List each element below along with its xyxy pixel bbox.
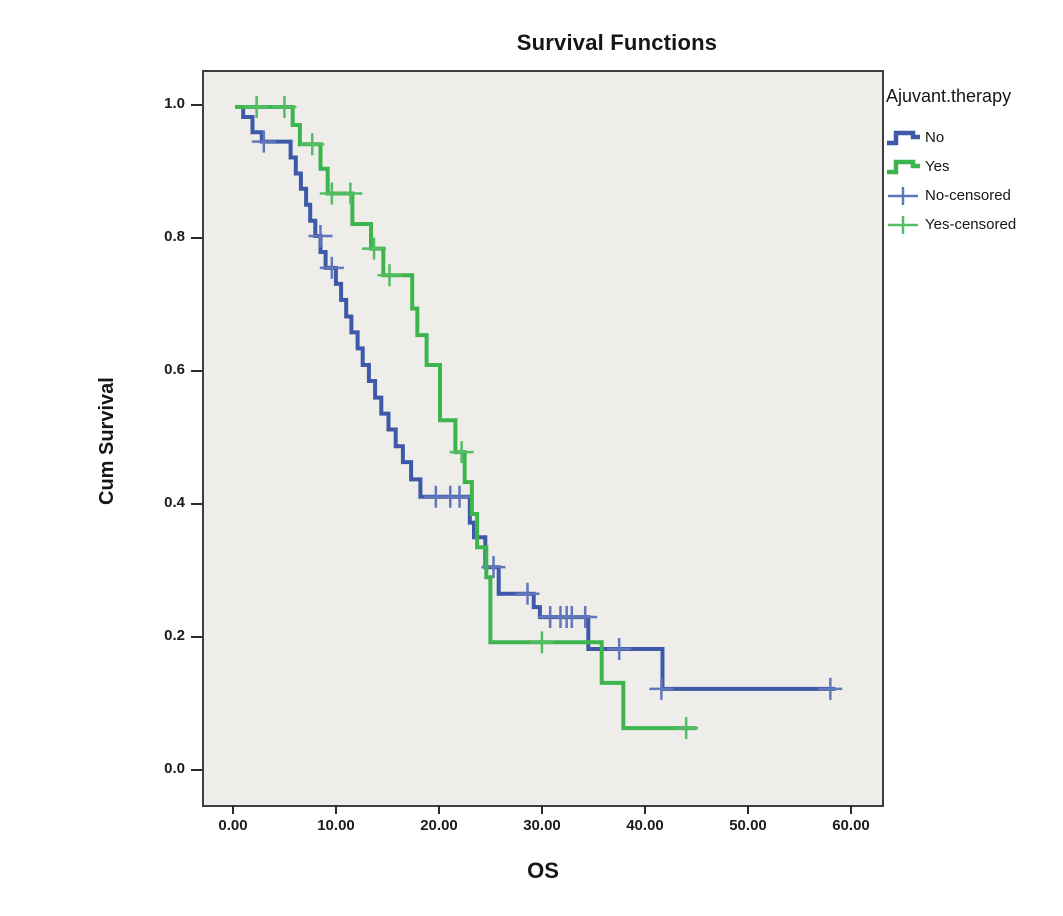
- x-tick-mark: [541, 805, 543, 814]
- x-tick-mark: [644, 805, 646, 814]
- legend: Ajuvant.therapy No Yes No-censored Yes-cens…: [886, 86, 1062, 239]
- censor-mark-yes: [377, 264, 402, 287]
- censor-mark-yes: [272, 96, 297, 118]
- censor-mark-no: [649, 677, 674, 700]
- x-tick-label: 30.00: [523, 817, 561, 834]
- legend-step-line-icon: [887, 130, 920, 145]
- censor-mark-no: [308, 225, 333, 248]
- y-tick-mark: [191, 769, 202, 771]
- x-tick-mark: [747, 805, 749, 814]
- series-yes: [235, 96, 699, 740]
- km-curve-yes: [235, 105, 697, 731]
- x-tick-label: 20.00: [420, 817, 458, 834]
- legend-label: Yes-censored: [925, 216, 1017, 233]
- y-tick-mark: [191, 237, 202, 239]
- legend-censor-plus-icon: [888, 215, 918, 234]
- censor-mark-no: [818, 677, 843, 700]
- plot-area: [202, 70, 884, 807]
- y-tick-mark: [191, 636, 202, 638]
- y-tick-label: 0.4: [164, 494, 185, 511]
- legend-label: Yes: [925, 158, 950, 175]
- y-tick-label: 0.2: [164, 627, 185, 644]
- legend-censor-plus-icon: [888, 186, 918, 205]
- legend-step-line-icon: [887, 159, 920, 174]
- censor-mark-yes: [338, 182, 363, 205]
- censor-mark-no: [607, 637, 632, 660]
- x-tick-label: 50.00: [729, 817, 767, 834]
- y-tick-label: 0.0: [164, 760, 185, 777]
- censor-mark-no: [319, 256, 344, 279]
- censor-mark-yes: [674, 717, 699, 740]
- legend-item-yes-censored: Yes-censored: [886, 210, 1062, 239]
- legend-item-no-censored: No-censored: [886, 181, 1062, 210]
- censor-mark-yes: [244, 96, 269, 118]
- y-tick-label: 1.0: [164, 95, 185, 112]
- x-tick-mark: [850, 805, 852, 814]
- legend-label: No-censored: [925, 187, 1011, 204]
- y-tick-label: 0.8: [164, 228, 185, 245]
- censor-mark-yes: [300, 133, 325, 156]
- y-tick-mark: [191, 370, 202, 372]
- x-tick-mark: [438, 805, 440, 814]
- x-tick-label: 0.00: [218, 817, 248, 834]
- legend-label: No: [925, 129, 945, 146]
- legend-item-no: No: [886, 123, 1062, 152]
- y-tick-mark: [191, 503, 202, 505]
- censor-mark-yes: [449, 441, 474, 464]
- y-tick-mark: [191, 104, 202, 106]
- series-no: [235, 105, 843, 700]
- x-tick-label: 10.00: [317, 817, 355, 834]
- x-tick-mark: [335, 805, 337, 814]
- censor-mark-no: [515, 582, 540, 605]
- x-tick-label: 40.00: [626, 817, 664, 834]
- censor-mark-no: [251, 130, 276, 153]
- censor-mark-no: [573, 606, 598, 629]
- x-tick-label: 60.00: [832, 817, 870, 834]
- x-axis-label: OS: [527, 858, 559, 883]
- censor-mark-yes: [362, 237, 387, 260]
- censor-mark-no: [447, 485, 472, 508]
- chart-title: Survival Functions: [516, 30, 718, 55]
- y-axis-label: Cum Survival: [96, 377, 118, 505]
- km-plot-canvas: [235, 96, 843, 740]
- censor-mark-yes: [529, 631, 554, 654]
- x-tick-mark: [232, 805, 234, 814]
- y-tick-label: 0.6: [164, 361, 185, 378]
- legend-items: No Yes No-censored Yes-censored: [886, 123, 1062, 239]
- legend-item-yes: Yes: [886, 152, 1062, 181]
- legend-title: Ajuvant.therapy: [886, 86, 1012, 106]
